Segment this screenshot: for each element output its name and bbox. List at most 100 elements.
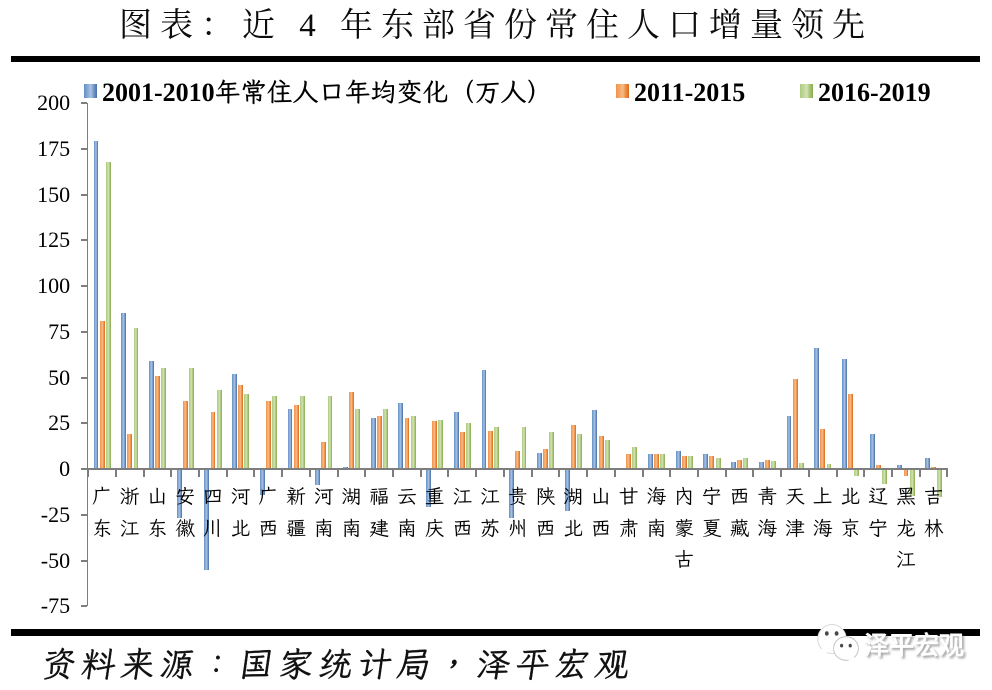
bar-浙江-s0 (121, 313, 127, 469)
bar-青海-s0 (758, 461, 764, 469)
bar-天津-s0 (786, 415, 792, 469)
bar-新疆-s0 (287, 408, 293, 469)
bar-山西-s1 (598, 436, 604, 469)
brand-logo: 泽平宏观 (812, 610, 982, 665)
x-axis-tick (502, 470, 505, 477)
x-axis-tick (752, 470, 755, 477)
x-axis-label-西藏: 西 藏 (729, 482, 750, 541)
x-axis-label-云南: 云 南 (396, 482, 417, 541)
legend-swatch-blue (84, 84, 97, 98)
x-axis-label-重庆: 重 庆 (424, 482, 445, 541)
brand-logo-text: 泽平宏观 (864, 632, 965, 660)
bar-浙江-s2 (133, 328, 139, 469)
x-axis-tick (946, 470, 949, 477)
bar-上海-s2 (826, 463, 832, 469)
bar-辽宁-s1 (875, 465, 881, 469)
source-note: 资料来源：国家统计局，泽平宏观 (39, 641, 638, 686)
legend-label: 2011-2015 (634, 78, 746, 107)
x-axis-label-青海: 青 海 (757, 482, 778, 541)
x-axis-label-上海: 上 海 (812, 482, 833, 541)
bar-陕西-s2 (549, 432, 555, 469)
x-axis-tick (918, 470, 921, 477)
bar-湖南-s2 (355, 408, 361, 469)
bar-内蒙古-s1 (681, 456, 687, 469)
x-axis-tick (447, 470, 450, 477)
bar-贵州-s2 (521, 426, 527, 469)
y-axis-label: 100 (37, 273, 71, 298)
x-axis-label-贵州: 贵 州 (507, 482, 528, 541)
y-axis-label: 0 (59, 456, 71, 481)
bar-陕西-s0 (537, 452, 542, 469)
bar-浙江-s1 (127, 434, 133, 469)
x-axis-tick (807, 470, 810, 477)
y-axis-tick (80, 147, 87, 150)
bar-广东-s2 (105, 161, 111, 469)
chart-legend: 2001-2010年常住人口年均变化（万人） 2011-2015 2016-20… (0, 78, 992, 108)
x-axis-tick (863, 470, 866, 477)
bar-新疆-s1 (293, 404, 299, 469)
bar-湖北-s2 (577, 434, 582, 469)
x-axis-label-黑龙江: 黑 龙 江 (895, 482, 916, 572)
y-axis-tick (80, 513, 87, 516)
bar-云南-s2 (410, 415, 416, 469)
title-divider-line (11, 56, 980, 62)
x-axis-label-北京: 北 京 (840, 482, 861, 541)
bar-江苏-s2 (493, 426, 499, 469)
bar-湖北-s0 (564, 469, 570, 512)
bar-宁夏-s2 (715, 458, 721, 469)
bar-江苏-s0 (481, 370, 487, 469)
x-axis-label-海南: 海 南 (646, 482, 667, 541)
bar-北京-s2 (854, 469, 860, 477)
x-axis-label-新疆: 新 疆 (285, 482, 306, 541)
bar-海南-s2 (660, 454, 666, 469)
y-axis-tick (80, 468, 87, 470)
x-axis-line (88, 468, 949, 470)
bar-湖南-s1 (349, 392, 355, 469)
y-axis-label: 50 (48, 364, 71, 390)
bar-贵州-s0 (509, 469, 515, 519)
bar-河北-s0 (232, 373, 237, 469)
bar-云南-s0 (398, 403, 404, 469)
x-axis-tick (392, 470, 395, 477)
bar-广西-s0 (259, 469, 265, 495)
x-axis-tick (197, 470, 200, 477)
x-axis-label-江西: 江 西 (452, 482, 473, 541)
x-axis-tick (87, 470, 90, 477)
x-axis-tick (475, 470, 478, 477)
bar-福建-s2 (383, 408, 388, 469)
bar-河南-s2 (327, 395, 333, 469)
x-axis-label-山西: 山 西 (590, 482, 611, 541)
bar-广东-s0 (93, 141, 99, 469)
x-axis-label-山东: 山 东 (147, 482, 168, 541)
y-axis-tick (80, 102, 87, 104)
x-axis-tick (835, 470, 838, 477)
x-axis-tick (142, 470, 145, 477)
bar-陕西-s1 (543, 448, 549, 469)
x-axis-label-甘肃: 甘 肃 (618, 482, 639, 541)
bar-河南-s1 (321, 441, 327, 469)
x-axis-tick (586, 470, 589, 477)
x-axis-tick (558, 470, 561, 477)
legend-swatch-green (800, 84, 813, 98)
y-axis-label: -75 (40, 593, 71, 619)
bar-江苏-s1 (487, 430, 493, 469)
bar-北京-s1 (848, 393, 853, 469)
bar-江西-s1 (460, 432, 465, 469)
x-axis-label-安徽: 安 徽 (175, 482, 196, 541)
y-axis-label: 125 (37, 227, 71, 253)
x-axis-tick (170, 470, 173, 477)
bar-湖北-s1 (570, 425, 576, 469)
bar-宁夏-s1 (709, 456, 715, 469)
bar-天津-s1 (792, 379, 798, 469)
y-axis-tick (80, 559, 87, 562)
bar-河南-s0 (315, 469, 321, 485)
bar-辽宁-s0 (869, 434, 875, 469)
bar-河北-s2 (244, 393, 250, 469)
x-axis-tick (613, 470, 616, 477)
x-axis-label-宁夏: 宁 夏 (701, 482, 722, 541)
y-axis-line (86, 103, 89, 607)
x-axis-tick (641, 470, 644, 477)
x-axis-tick (336, 470, 339, 477)
bar-山东-s2 (161, 368, 167, 469)
